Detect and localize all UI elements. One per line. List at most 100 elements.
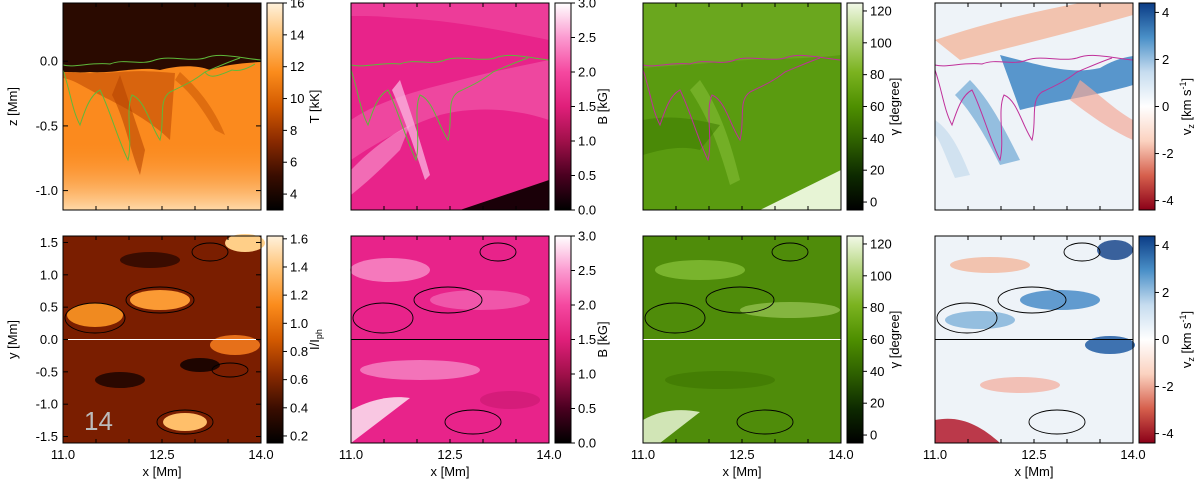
- colorbar-tick-label: 6: [290, 155, 297, 170]
- contour-line: [352, 302, 414, 334]
- colorbar-tick-label: 60: [870, 332, 884, 347]
- colorbar-tick-label: 2.5: [578, 30, 596, 45]
- contour-line: [642, 54, 842, 67]
- contour-line: [642, 57, 821, 162]
- colorbar-tick-label: -2: [1162, 379, 1174, 394]
- contour-line: [1028, 409, 1086, 435]
- panel-top-1: [62, 2, 262, 211]
- contour-line: [936, 302, 998, 334]
- contour-line: [479, 242, 517, 262]
- colorbar-tick-label: 100: [870, 35, 892, 50]
- y-axis-label: z [Mm]: [5, 87, 20, 126]
- colorbar-tick-label: 0.4: [290, 400, 308, 415]
- colorbar-tick-label: 20: [870, 396, 884, 411]
- contour-line: [211, 362, 249, 378]
- colorbar-tick-label: 80: [870, 67, 884, 82]
- colorbar: [847, 3, 863, 210]
- colorbar-tick-label: 120: [870, 236, 892, 251]
- y-tick-label: -1.0: [36, 183, 58, 198]
- colorbar-tick-label: 2: [1162, 285, 1169, 300]
- colorbar: [1139, 236, 1155, 443]
- colorbar-tick-label: 1.4: [290, 259, 308, 274]
- colorbar-tick-label: 0.0: [578, 203, 596, 218]
- colorbar-tick-label: 0.0: [578, 436, 596, 451]
- colorbar-frame: [266, 235, 284, 444]
- colorbar-tick-label: 20: [870, 163, 884, 178]
- colorbar-label: vz [km s-1]: [1178, 311, 1196, 368]
- y-tick-label: 1.0: [40, 267, 58, 282]
- contour-line: [705, 286, 775, 314]
- colorbar-tick-label: 3.0: [578, 0, 596, 11]
- axes-and-colorbars: 4 6 8 10 12 14 16 T [kK] 0.0 -0.5 -1.0 z [Mm] 0.0 0.5…: [5, 0, 1196, 479]
- panel-top-2: [350, 2, 550, 211]
- colorbar-tick-label: 8: [290, 123, 297, 138]
- colorbar: [555, 236, 571, 443]
- colorbar-label: vz [km s-1]: [1178, 78, 1196, 135]
- colorbar-tick-label: 40: [870, 131, 884, 146]
- colorbar-tick-label: 12: [290, 59, 304, 74]
- panel-top-3: [642, 2, 842, 211]
- colorbar-tick-label: 1.2: [290, 288, 308, 303]
- colorbar: [555, 3, 571, 210]
- panel-bottom-4: [934, 235, 1135, 444]
- contour-line: [156, 409, 214, 435]
- colorbar-tick-label: 2.5: [578, 263, 596, 278]
- colorbar-tick-label: -4: [1162, 193, 1174, 208]
- colorbar-tick-label: 2: [1162, 52, 1169, 67]
- colorbar-tick-label: 1.5: [578, 99, 596, 114]
- colorbar-tick-label: 40: [870, 364, 884, 379]
- contour-line: [997, 286, 1067, 314]
- colorbar-tick-label: 4: [290, 187, 297, 202]
- colorbar-label: I/Iph: [307, 329, 324, 350]
- colorbar-tick-label: 0.8: [290, 344, 308, 359]
- colorbar-tick-label: 0.5: [578, 168, 596, 183]
- colorbar-tick-label: 1.6: [290, 231, 308, 246]
- heatmap-magnetic-field: [351, 3, 549, 210]
- contour-line: [1063, 242, 1101, 262]
- x-tick-label: 12.5: [437, 447, 462, 462]
- colorbar-label: γ [degree]: [887, 78, 902, 136]
- y-tick-label: 0.0: [40, 54, 58, 69]
- contour-line: [736, 409, 794, 435]
- y-tick-label: -0.5: [36, 364, 58, 379]
- frame-number-annotation: 14: [84, 406, 113, 436]
- x-tick-label: 11.0: [51, 447, 75, 462]
- colorbar-tick-label: -4: [1162, 426, 1174, 441]
- colorbar-tick-label: 60: [870, 99, 884, 114]
- colorbar-tick-label: 120: [870, 3, 892, 18]
- colorbar: [267, 3, 283, 210]
- y-tick-label: -1.5: [36, 429, 58, 444]
- x-tick-label: 12.5: [1021, 447, 1046, 462]
- contour-line: [934, 57, 1113, 162]
- y-tick-label: 1.5: [40, 235, 58, 250]
- colorbar-tick-label: 0: [1162, 332, 1169, 347]
- colorbar-tick-label: 4: [1162, 5, 1169, 20]
- colorbar-frame: [266, 2, 284, 211]
- contour-line: [191, 242, 229, 262]
- colorbar-tick-label: 10: [290, 91, 304, 106]
- x-axis-label: x [Mm]: [431, 464, 470, 479]
- x-tick-label: 12.5: [149, 447, 174, 462]
- colorbar-tick-label: -2: [1162, 146, 1174, 161]
- colorbar-tick-label: 1.0: [290, 316, 308, 331]
- colorbar-label: B [kG]: [595, 88, 610, 124]
- colorbar-label: γ [degree]: [887, 311, 902, 369]
- colorbar-tick-label: 16: [290, 0, 304, 11]
- panel-bottom-3: [642, 235, 842, 444]
- x-tick-label: 11.0: [339, 447, 363, 462]
- colorbar-tick-label: 1.5: [578, 332, 596, 347]
- contour-line: [62, 57, 241, 162]
- contour-line: [350, 57, 529, 162]
- heatmap-inclination: [643, 3, 841, 210]
- colorbar-tick-label: 0.6: [290, 372, 308, 387]
- heatmap-temperature: [63, 3, 261, 210]
- y-tick-label: -1.0: [36, 397, 58, 412]
- colorbar-tick-label: 100: [870, 268, 892, 283]
- panel-bottom-1: 14: [62, 234, 265, 444]
- colorbar-tick-label: 4: [1162, 238, 1169, 253]
- contour-line: [62, 54, 262, 67]
- contour-line: [125, 286, 195, 314]
- colorbar-label: T [kK]: [307, 90, 322, 124]
- y-tick-label: -0.5: [36, 118, 58, 133]
